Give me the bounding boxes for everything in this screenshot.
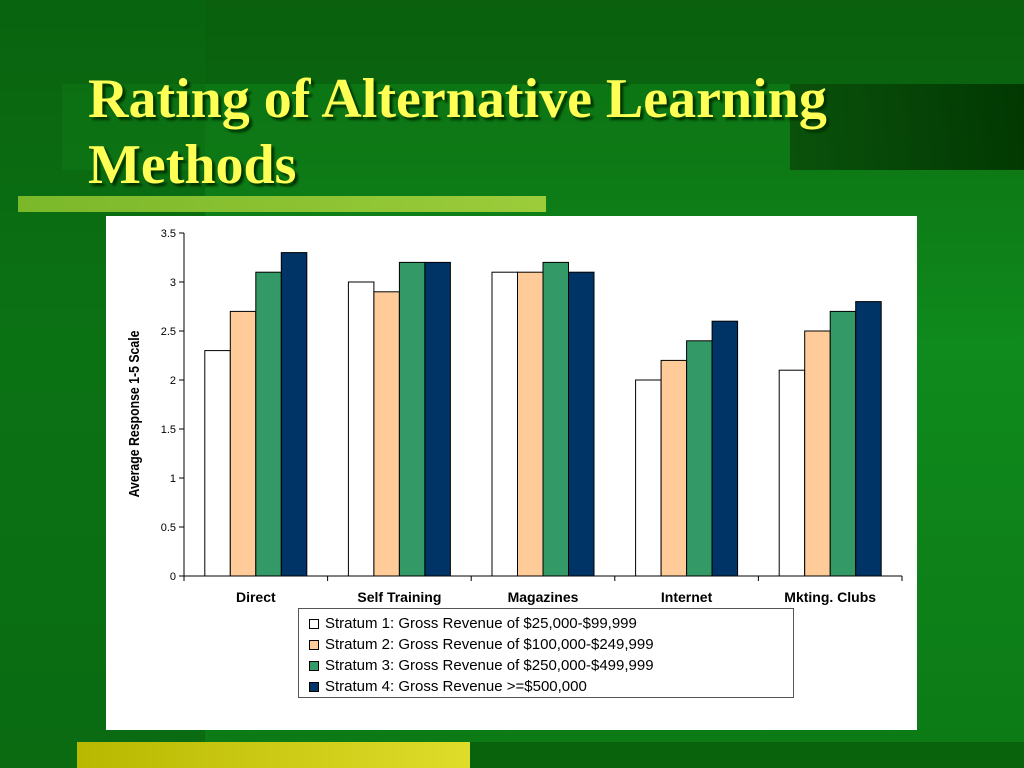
legend-label: Stratum 4: Gross Revenue >=$500,000: [325, 678, 587, 695]
legend-swatch: [309, 681, 319, 692]
bar-1-1: [204, 350, 231, 577]
bar-2-4: [660, 359, 688, 577]
legend-label: Stratum 1: Gross Revenue of $25,000-$99,…: [325, 615, 637, 632]
x-tick-label: Magazines: [508, 589, 579, 605]
y-tick-label: 0: [170, 571, 176, 583]
bar-3-1: [255, 271, 282, 577]
bar-4-1: [280, 252, 308, 577]
x-tick-label: Mkting. Clubs: [784, 589, 876, 605]
y-axis-title: Average Response 1-5 Scale: [126, 330, 142, 497]
chart-legend: Stratum 1: Gross Revenue of $25,000-$99,…: [298, 608, 794, 698]
bar-2-3: [517, 271, 544, 577]
legend-item: Stratum 2: Gross Revenue of $100,000-$24…: [309, 634, 793, 655]
bar-chart: Average Response 1-5 Scale 0 0.5 1 1.5 2 2.5 3…: [126, 228, 903, 605]
y-tick-label: 1.5: [161, 424, 176, 436]
legend-label: Stratum 2: Gross Revenue of $100,000-$24…: [325, 636, 654, 653]
bar-3-3: [542, 261, 569, 577]
slide-title: Rating of Alternative Learning Methods: [88, 68, 827, 196]
bar-4-2: [424, 261, 451, 577]
background-block-bottom: [470, 742, 1024, 768]
chart-panel: Average Response 1-5 Scale 0 0.5 1 1.5 2 2.5 3…: [106, 216, 917, 730]
y-tick-label: 2.5: [161, 326, 176, 338]
x-tick-label: Internet: [661, 589, 713, 605]
chart-bars: [204, 252, 882, 577]
background-block-right: [790, 84, 1024, 170]
y-tick-label: 3: [170, 277, 176, 289]
y-axis-title-group: Average Response 1-5 Scale: [126, 330, 142, 497]
y-tick-label: 0.5: [161, 522, 176, 534]
y-tick-label: 3.5: [161, 228, 176, 240]
footer-accent-bar: [77, 742, 470, 768]
bar-1-3: [491, 271, 518, 577]
bar-3-4: [686, 340, 713, 577]
bar-4-3: [568, 271, 595, 577]
bar-2-1: [229, 310, 257, 577]
y-tick-label: 2: [170, 375, 176, 387]
legend-swatch: [309, 639, 319, 650]
bar-1-5: [778, 369, 806, 577]
bar-1-2: [347, 281, 375, 577]
y-tick-label: 1: [170, 473, 176, 485]
background-block-title: [62, 84, 790, 170]
x-tick-label: Self Training: [357, 589, 441, 605]
legend-item: Stratum 3: Gross Revenue of $250,000-$49…: [309, 655, 793, 676]
legend-item: Stratum 1: Gross Revenue of $25,000-$99,…: [309, 613, 793, 634]
title-underline-bar: [18, 196, 546, 212]
bar-2-2: [373, 291, 400, 577]
background-block-top: [205, 0, 1024, 84]
legend-label: Stratum 3: Gross Revenue of $250,000-$49…: [325, 657, 654, 674]
legend-swatch: [309, 660, 319, 671]
x-tick-label: Direct: [236, 589, 276, 605]
legend-item: Stratum 4: Gross Revenue >=$500,000: [309, 676, 793, 697]
bar-4-5: [855, 301, 882, 577]
legend-swatch: [309, 618, 319, 629]
bar-2-5: [804, 330, 831, 577]
bar-3-2: [398, 261, 426, 577]
bar-3-5: [829, 310, 857, 577]
bar-4-4: [711, 320, 739, 577]
bar-1-4: [635, 379, 662, 577]
